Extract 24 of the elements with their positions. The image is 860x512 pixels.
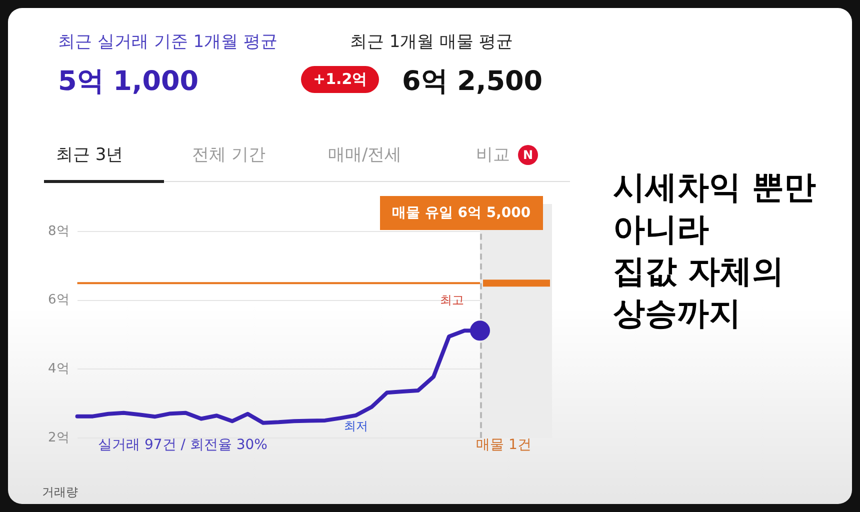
annotation: 매물 1건: [476, 436, 532, 454]
text: 상승까지: [613, 293, 741, 334]
text: 전체 기간: [192, 144, 266, 166]
text: 5억 1,000: [58, 65, 199, 99]
annotation: 최저: [344, 418, 368, 435]
text: 최근 1개월 매물 평균: [350, 31, 514, 53]
text: 최근 3년: [56, 144, 124, 166]
annotation: 실거래 97건 / 회전율 30%: [98, 436, 268, 454]
text: 아니라: [613, 209, 709, 250]
y-tick-label: 4억: [48, 362, 70, 377]
text: 매매/전세: [328, 144, 402, 166]
y-tick-label: 8억: [48, 224, 70, 239]
text: 집값 자체의: [613, 251, 784, 292]
text: 시세차익 뿐만: [613, 167, 816, 208]
y-tick-label: 2억: [48, 430, 70, 446]
text: 비교: [476, 144, 510, 166]
text: 최근 실거래 기준 1개월 평균: [58, 31, 278, 53]
text: +1.2억: [301, 66, 380, 93]
annotation: 매물 유일 6억 5,000: [380, 196, 543, 230]
y-tick-label: 6억: [48, 292, 70, 308]
text: 거래량: [42, 484, 78, 501]
text: 6억 2,500: [402, 65, 543, 99]
text: N: [518, 145, 538, 165]
annotation: 최고: [440, 292, 464, 309]
